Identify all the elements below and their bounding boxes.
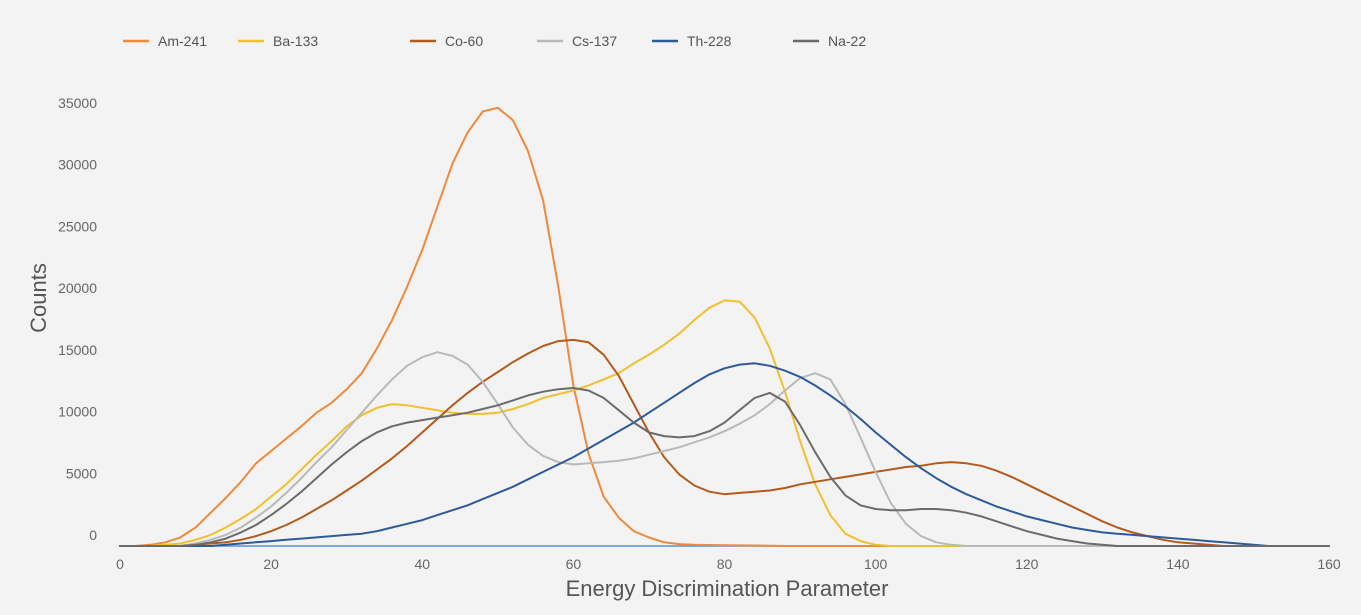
x-tick-label: 40 bbox=[414, 556, 430, 572]
series-line-co-60 bbox=[119, 338, 1330, 547]
x-tick-label: 60 bbox=[566, 556, 582, 572]
x-tick-label: 0 bbox=[116, 556, 124, 572]
x-tick-label: 100 bbox=[864, 556, 888, 572]
legend-label: Ba-133 bbox=[273, 33, 318, 49]
x-tick-label: 120 bbox=[1015, 556, 1039, 572]
series-line-na-22 bbox=[119, 387, 1330, 547]
x-tick-label: 20 bbox=[263, 556, 279, 572]
x-tick-label: 80 bbox=[717, 556, 733, 572]
x-tick-label: 140 bbox=[1166, 556, 1190, 572]
y-tick-label: 30000 bbox=[58, 157, 97, 173]
legend-item: Co-60 bbox=[410, 33, 483, 49]
y-tick-label: 15000 bbox=[58, 342, 97, 358]
series-lines bbox=[119, 106, 1330, 547]
legend-item: Am-241 bbox=[123, 33, 207, 49]
legend-label: Co-60 bbox=[445, 33, 483, 49]
legend: Am-241 Ba-133 Co-60 Cs-137 Th-228 Na-22 bbox=[123, 33, 866, 49]
x-axis-ticks: 0 20 40 60 80 100 120 140 160 bbox=[116, 556, 1341, 572]
y-tick-label: 25000 bbox=[58, 218, 97, 234]
y-tick-label: 5000 bbox=[66, 465, 97, 481]
legend-item: Ba-133 bbox=[238, 33, 318, 49]
legend-label: Th-228 bbox=[687, 33, 732, 49]
legend-label: Am-241 bbox=[158, 33, 207, 49]
legend-item: Th-228 bbox=[652, 33, 732, 49]
y-axis-title: Counts bbox=[26, 263, 51, 333]
series-line-th-228 bbox=[119, 362, 1330, 547]
y-axis-ticks: 0 5000 10000 15000 20000 25000 30000 35000 bbox=[58, 95, 97, 543]
legend-item: Cs-137 bbox=[537, 33, 617, 49]
y-tick-label: 10000 bbox=[58, 404, 97, 420]
x-tick-label: 160 bbox=[1317, 556, 1341, 572]
legend-label: Cs-137 bbox=[572, 33, 617, 49]
legend-label: Na-22 bbox=[828, 33, 866, 49]
y-tick-label: 35000 bbox=[58, 95, 97, 111]
y-tick-label: 20000 bbox=[58, 280, 97, 296]
x-axis-title: Energy Discrimination Parameter bbox=[566, 576, 889, 601]
legend-item: Na-22 bbox=[793, 33, 866, 49]
y-tick-label: 0 bbox=[89, 527, 97, 543]
